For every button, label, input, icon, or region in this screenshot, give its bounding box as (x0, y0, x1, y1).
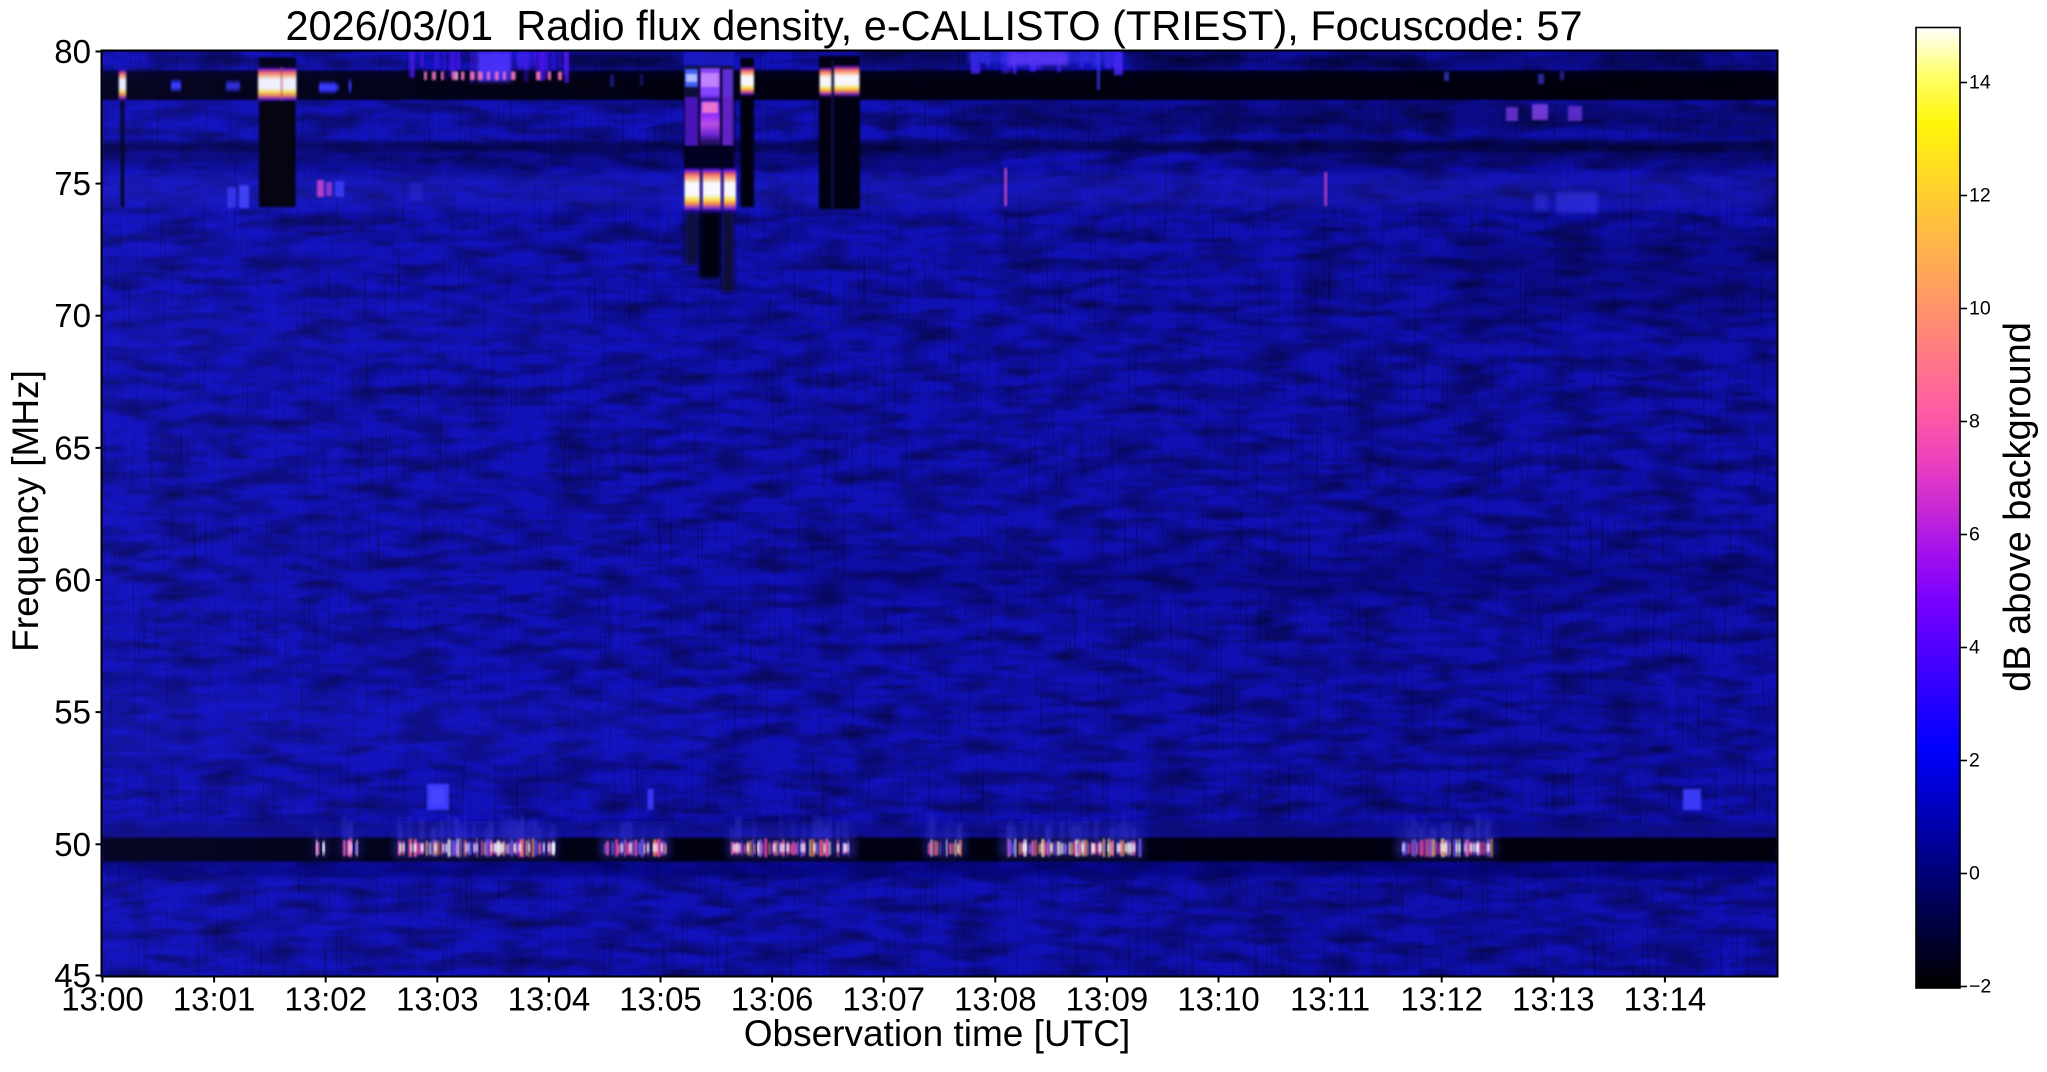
svg-text:dB above background: dB above background (1997, 322, 2039, 692)
svg-text:14: 14 (1969, 72, 1991, 94)
svg-text:Frequency [MHz]: Frequency [MHz] (5, 370, 46, 652)
svg-text:13:01: 13:01 (173, 981, 256, 1018)
svg-text:13:05: 13:05 (619, 981, 702, 1018)
svg-text:2: 2 (1969, 750, 1980, 772)
svg-text:13:11: 13:11 (1290, 981, 1370, 1018)
svg-text:8: 8 (1969, 411, 1980, 433)
svg-text:55: 55 (54, 694, 91, 731)
svg-text:13:12: 13:12 (1400, 981, 1483, 1018)
svg-text:45: 45 (54, 957, 91, 994)
svg-text:70: 70 (54, 297, 91, 334)
svg-text:13:00: 13:00 (61, 981, 144, 1018)
svg-text:0: 0 (1969, 863, 1980, 885)
svg-text:65: 65 (54, 429, 91, 466)
svg-text:50: 50 (54, 826, 91, 863)
svg-text:13:03: 13:03 (396, 981, 479, 1018)
svg-text:13:07: 13:07 (842, 981, 925, 1018)
svg-text:80: 80 (54, 33, 91, 70)
svg-text:4: 4 (1969, 637, 1980, 659)
svg-text:2026/03/01 Radio flux density: 2026/03/01 Radio flux density, e-CALLIST… (285, 2, 1582, 49)
svg-text:10: 10 (1969, 298, 1991, 320)
svg-text:60: 60 (54, 562, 91, 599)
svg-text:13:13: 13:13 (1512, 981, 1595, 1018)
svg-text:13:09: 13:09 (1066, 981, 1149, 1018)
svg-text:Observation time [UTC]: Observation time [UTC] (744, 1013, 1131, 1054)
svg-text:13:14: 13:14 (1624, 981, 1707, 1018)
svg-text:13:06: 13:06 (731, 981, 814, 1018)
svg-text:13:10: 13:10 (1177, 981, 1260, 1018)
svg-text:6: 6 (1969, 524, 1980, 546)
svg-text:13:08: 13:08 (954, 981, 1037, 1018)
svg-text:75: 75 (54, 165, 91, 202)
svg-text:13:04: 13:04 (508, 981, 591, 1018)
svg-text:12: 12 (1969, 185, 1991, 207)
svg-text:−2: −2 (1969, 976, 1991, 998)
svg-text:13:02: 13:02 (284, 981, 367, 1018)
